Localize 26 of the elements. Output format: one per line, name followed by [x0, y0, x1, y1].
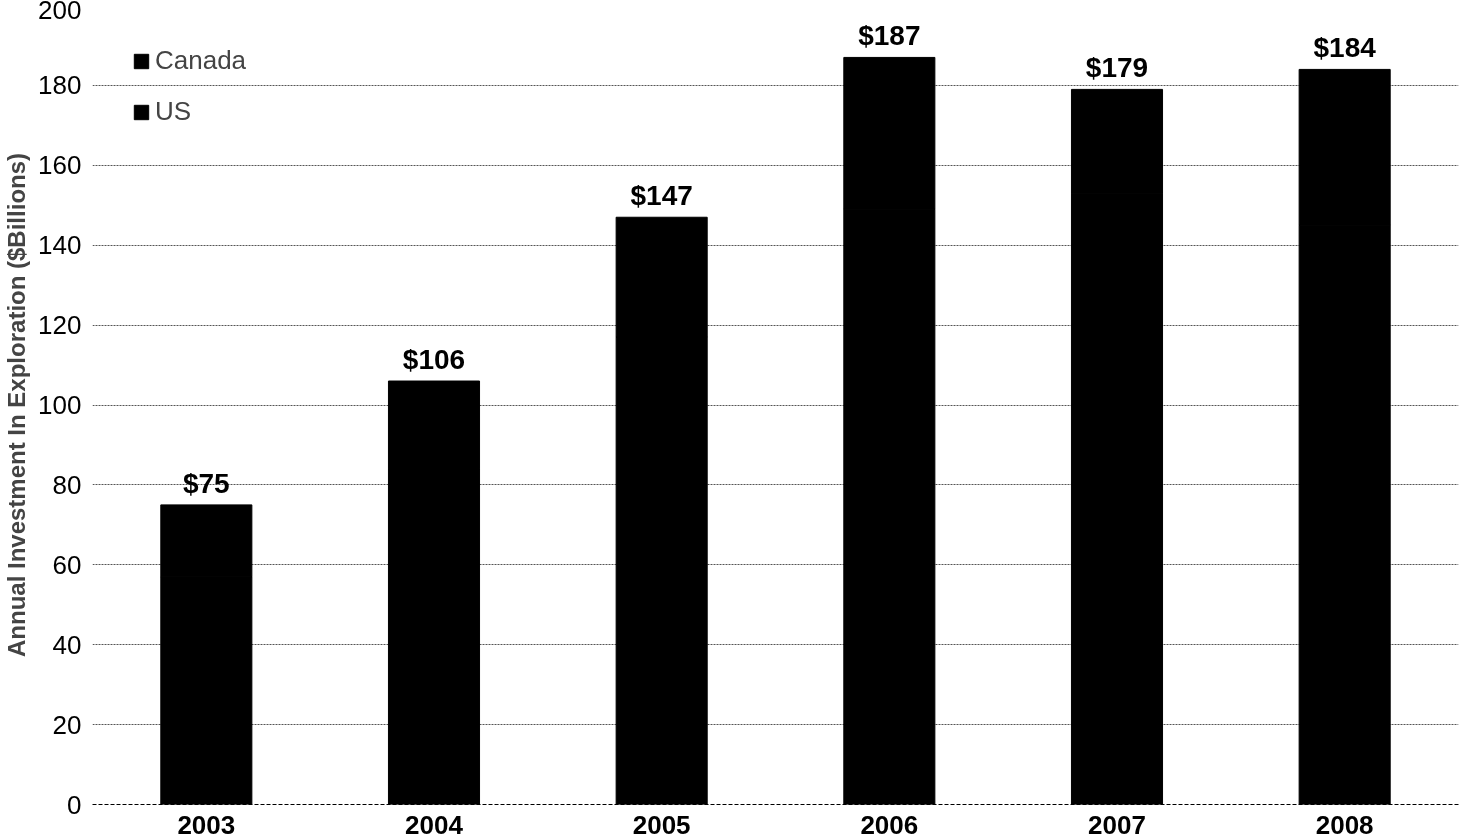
total-label: $147	[630, 180, 693, 212]
total-label: $184	[1313, 32, 1377, 64]
y-tick-label: 20	[52, 709, 82, 740]
y-tick-label: 120	[38, 310, 82, 341]
x-tick-label: 2005	[632, 809, 691, 836]
x-tick-label: 2003	[177, 809, 236, 836]
y-tick-label: 60	[52, 549, 82, 580]
x-tick-label: 2008	[1315, 809, 1374, 836]
y-axis-title: Annual Investment In Exploration ($Billions)	[3, 152, 31, 658]
y-tick-label: 140	[38, 230, 82, 261]
x-tick-label: 2004	[405, 809, 464, 836]
legend-label: US	[155, 96, 192, 127]
total-label: $75	[182, 467, 230, 499]
y-tick-label: 40	[52, 629, 82, 660]
y-tick-label: 100	[38, 390, 82, 420]
x-tick-label: 2006	[860, 809, 919, 836]
y-tick-label: 80	[52, 469, 82, 500]
y-tick-label: 180	[38, 70, 82, 101]
y-tick-label: 160	[38, 150, 82, 181]
y-tick-label: 0	[67, 789, 82, 820]
total-label: $187	[858, 20, 921, 52]
total-label: $179	[1085, 52, 1149, 84]
y-tick-label: 200	[38, 0, 82, 25]
total-label: $106	[402, 344, 466, 376]
legend-label: Canada	[155, 45, 247, 76]
x-tick-label: 2007	[1088, 809, 1146, 836]
